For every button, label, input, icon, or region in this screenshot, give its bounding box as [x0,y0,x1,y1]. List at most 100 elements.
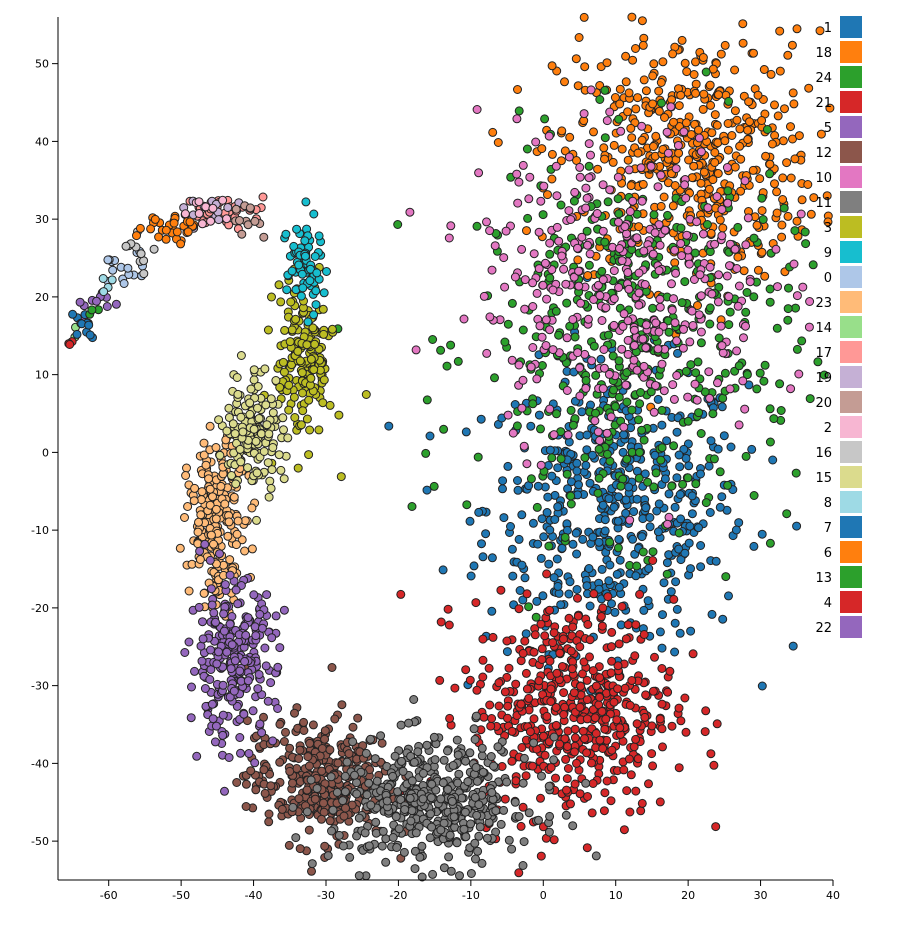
data-point [681,453,691,463]
data-point [680,180,690,190]
data-point [224,517,234,527]
data-point [478,767,488,777]
data-point [792,521,802,531]
data-point [478,634,488,644]
data-point [540,631,550,641]
data-point [596,612,606,621]
data-point [649,407,659,417]
data-point [524,693,534,703]
data-point [425,833,435,843]
legend-label: 15 [815,471,832,486]
data-point [637,425,647,435]
data-point [279,474,289,484]
data-point [381,857,391,867]
data-point [465,516,475,526]
data-point [489,761,499,771]
y-tick: 20 [35,291,58,304]
data-point [691,57,700,67]
data-point [211,721,221,731]
y-tick-label: 40 [35,135,49,148]
data-point [72,329,82,339]
legend-item-14: 14 [815,316,862,338]
data-point [712,719,722,729]
data-point [503,701,513,711]
legend-label: 18 [815,46,832,61]
data-point [755,368,765,378]
data-point [508,428,518,438]
data-point [783,50,793,60]
data-point [593,488,603,498]
data-point [260,364,270,374]
data-point [208,492,217,502]
data-point [417,872,427,882]
data-point [579,657,589,667]
legend-label: 8 [824,496,832,511]
data-point [498,484,507,494]
data-point [309,365,319,375]
data-point [320,726,330,736]
data-point [573,593,582,603]
data-point [132,231,141,241]
data-point [294,794,304,804]
data-point [232,529,242,539]
legend-label: 19 [815,371,832,386]
data-point [514,177,524,187]
data-point [415,852,425,862]
data-point [637,196,647,206]
data-point [232,778,242,787]
data-point [574,266,584,276]
data-point [338,841,348,851]
data-point [427,822,437,832]
data-point [304,761,314,771]
data-point [319,288,329,298]
data-point [779,203,789,213]
data-point [297,368,307,378]
data-point [472,105,482,114]
data-point [268,408,278,418]
data-point [279,425,288,435]
legend-label: 22 [815,621,832,636]
data-point [682,67,692,77]
data-point [582,581,592,591]
data-point [581,383,591,393]
data-point [655,240,665,250]
data-point [502,636,512,646]
legend-swatch [840,516,862,538]
data-point [614,209,624,219]
data-point [777,220,787,230]
data-point [546,684,556,694]
data-point [348,737,358,747]
data-point [536,553,546,563]
data-point [589,295,599,304]
data-point [287,266,297,276]
data-point [222,426,232,436]
data-point [377,738,387,748]
data-point [628,534,638,544]
data-point [681,727,691,737]
data-point [742,288,752,297]
data-point [595,692,605,702]
data-point [684,259,694,269]
data-point [510,797,520,807]
data-point [789,99,799,109]
data-point [666,102,676,112]
data-point [209,608,219,618]
legend-item-1: 1 [824,16,862,38]
data-point [599,363,609,373]
data-point [556,200,566,210]
data-point [629,325,639,335]
data-point [306,775,316,785]
data-point [585,478,595,488]
data-point [544,781,554,791]
legend-swatch [840,141,862,163]
data-point [571,528,581,538]
data-point [589,341,599,351]
data-point [598,384,608,394]
data-point [547,149,557,159]
data-point [634,222,644,232]
data-point [276,465,286,475]
data-point [536,424,545,434]
data-point [588,666,598,676]
data-point [372,776,382,786]
data-point [265,476,275,486]
